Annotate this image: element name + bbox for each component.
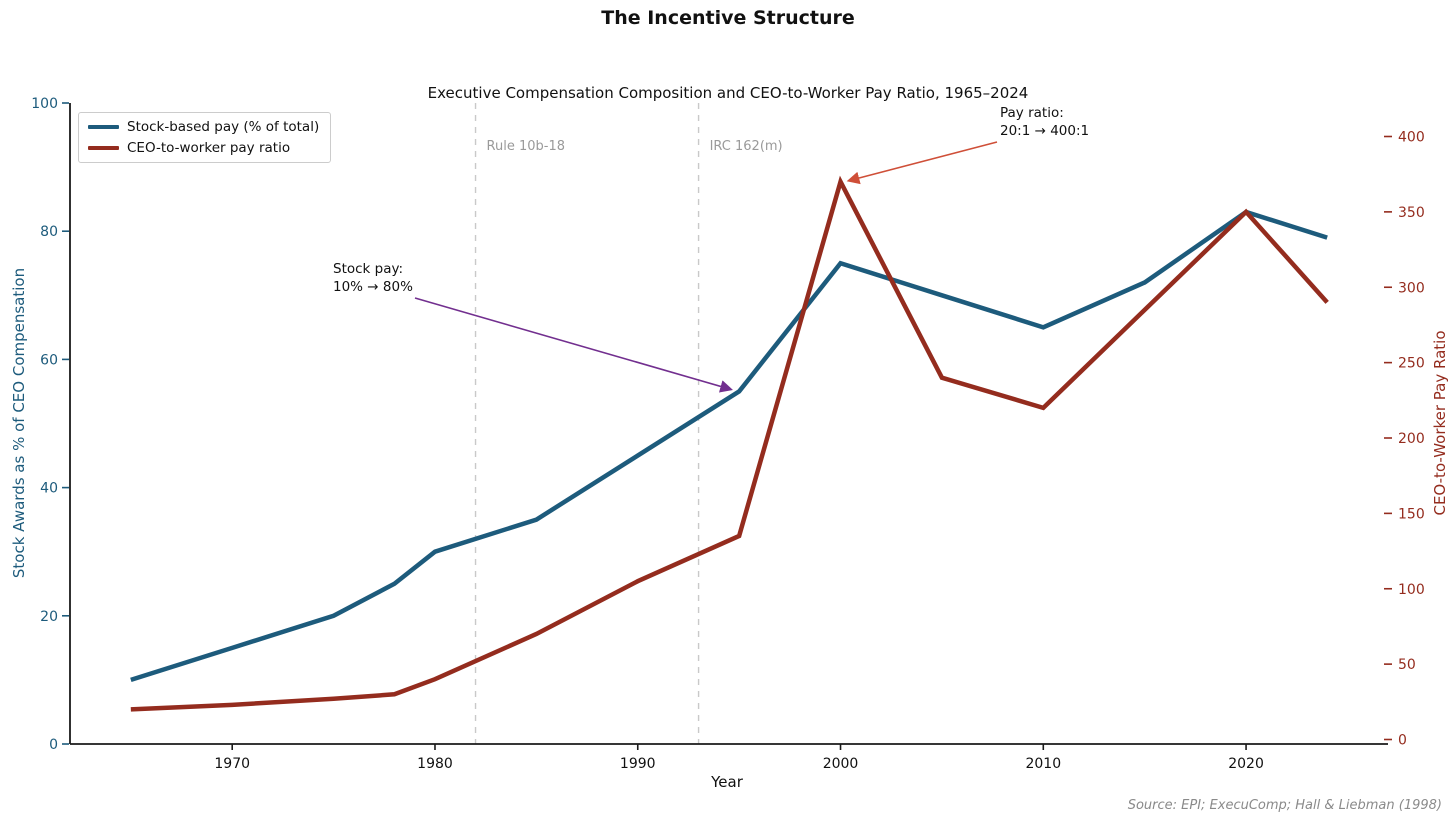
y-right-tick-label: 350 [1398,205,1425,221]
pay-ratio-annotation-line2: 20:1 → 400:1 [1000,122,1090,139]
x-tick-label: 1990 [620,756,656,772]
pay-ratio-arrow [846,141,998,185]
y-left-tick-label: 40 [40,481,58,497]
y-left-tick-label: 0 [49,737,58,753]
event-label-1993: IRC 162(m) [710,139,783,154]
y-left-tick-label: 60 [40,352,58,368]
stock-pay-annotation-line2: 10% → 80% [333,278,413,295]
stock-pay-line [130,209,1328,683]
ratio-line-swatch-icon [88,146,119,150]
stock-pay-arrow [414,297,733,393]
legend: Stock-based pay (% of total) CEO-to-work… [78,112,332,163]
pay-ratio-line [130,175,1329,712]
chart-title: The Incentive Structure [601,7,855,29]
y-right-tick-label: 50 [1398,657,1416,673]
y-left-tick-label: 100 [31,96,58,112]
x-tick-label: 2020 [1228,756,1264,772]
legend-label-pay-ratio: CEO-to-worker pay ratio [127,140,291,156]
y-axis-label-right: CEO-to-Worker Pay Ratio [1431,330,1449,516]
pay-ratio-annotation-line1: Pay ratio: [1000,105,1064,121]
x-tick-label: 2000 [823,756,859,772]
stock-line-swatch-icon [88,125,119,129]
x-axis-label: Year [711,773,743,791]
y-right-tick-label: 0 [1398,733,1407,749]
x-tick-label: 1980 [417,756,453,772]
legend-item-pay-ratio: CEO-to-worker pay ratio [88,140,319,156]
legend-item-stock-pay: Stock-based pay (% of total) [88,119,319,135]
y-right-tick-label: 150 [1398,506,1425,522]
legend-label-stock-pay: Stock-based pay (% of total) [127,119,320,135]
y-right-tick-label: 250 [1398,356,1425,372]
y-right-tick-label: 200 [1398,431,1425,447]
x-tick-label: 2010 [1025,756,1061,772]
y-left-tick-label: 80 [40,224,58,240]
chart-subtitle: Executive Compensation Composition and C… [427,84,1029,102]
x-tick-label: 1970 [214,756,250,772]
source-note: Source: EPI; ExecuComp; Hall & Liebman (… [1127,798,1442,813]
stock-pay-annotation: Stock pay: 10% → 80% [333,261,413,296]
y-axis-label-left: Stock Awards as % of CEO Compensation [10,267,28,579]
y-right-tick-label: 300 [1398,280,1425,296]
y-right-tick-label: 400 [1398,130,1425,146]
pay-ratio-annotation: Pay ratio: 20:1 → 400:1 [1000,105,1089,140]
y-right-tick-label: 100 [1398,582,1425,598]
stock-pay-annotation-line1: Stock pay: [333,261,404,277]
event-label-1982: Rule 10b-18 [487,139,565,154]
y-left-tick-label: 20 [40,609,58,625]
